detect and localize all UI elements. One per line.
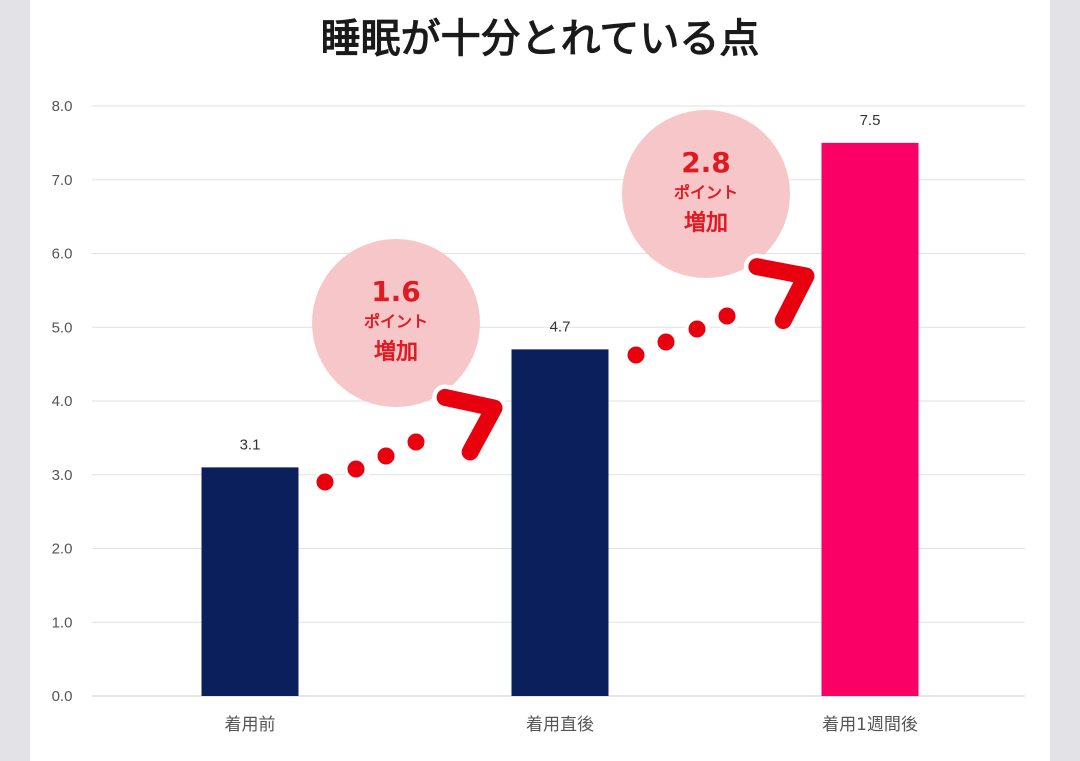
- callout-line2: 増加: [374, 339, 418, 365]
- arrow-dot: [685, 317, 709, 341]
- arrow-dot: [344, 457, 368, 481]
- arrow-head: [436, 388, 503, 461]
- dotted-arrow-icon: [624, 253, 819, 370]
- y-tick-label: 3.0: [52, 467, 73, 484]
- callout-line1: ポイント: [364, 312, 428, 331]
- arrow-dot: [624, 343, 648, 367]
- callout-number: 1.6: [371, 275, 421, 308]
- y-tick-label: 4.0: [52, 393, 73, 410]
- y-tick-label: 2.0: [52, 541, 73, 558]
- y-tick-label: 6.0: [52, 246, 73, 263]
- y-tick-label: 8.0: [52, 98, 73, 115]
- bar-value-label: 4.7: [550, 318, 571, 335]
- chart-title: 睡眠が十分とれている点: [321, 16, 760, 62]
- bars: 3.1 4.7 7.5: [201, 112, 919, 696]
- callout-bubble: [312, 239, 480, 407]
- arrow-dot: [715, 304, 739, 328]
- arrow-dot: [654, 330, 678, 354]
- callout-number: 2.8: [681, 146, 731, 179]
- bar-value-label: 3.1: [240, 436, 261, 453]
- x-axis: 着用前 着用直後 着用1週間後: [225, 715, 918, 735]
- bar: [821, 142, 919, 696]
- y-tick-label: 7.0: [52, 172, 73, 189]
- bar: [511, 349, 609, 696]
- callout-line1: ポイント: [674, 183, 738, 202]
- dotted-arrow-icon: [313, 384, 507, 497]
- arrow-dot: [404, 430, 428, 454]
- arrow-dot: [374, 444, 398, 468]
- y-axis: 0.0 1.0 2.0 3.0 4.0 5.0 6.0 7.0 8.0: [52, 98, 73, 705]
- bar: [201, 467, 299, 696]
- x-category-label: 着用直後: [526, 715, 594, 735]
- y-tick-label: 1.0: [52, 614, 73, 631]
- y-tick-label: 0.0: [52, 688, 73, 705]
- arrow-head: [748, 258, 815, 330]
- y-tick-label: 5.0: [52, 319, 73, 336]
- bar-value-label: 7.5: [860, 112, 881, 129]
- callout-line2: 増加: [684, 210, 728, 236]
- callout-bubble: [622, 110, 790, 278]
- arrow-dot: [313, 470, 337, 494]
- x-category-label: 着用前: [225, 715, 276, 735]
- x-category-label: 着用1週間後: [822, 715, 918, 735]
